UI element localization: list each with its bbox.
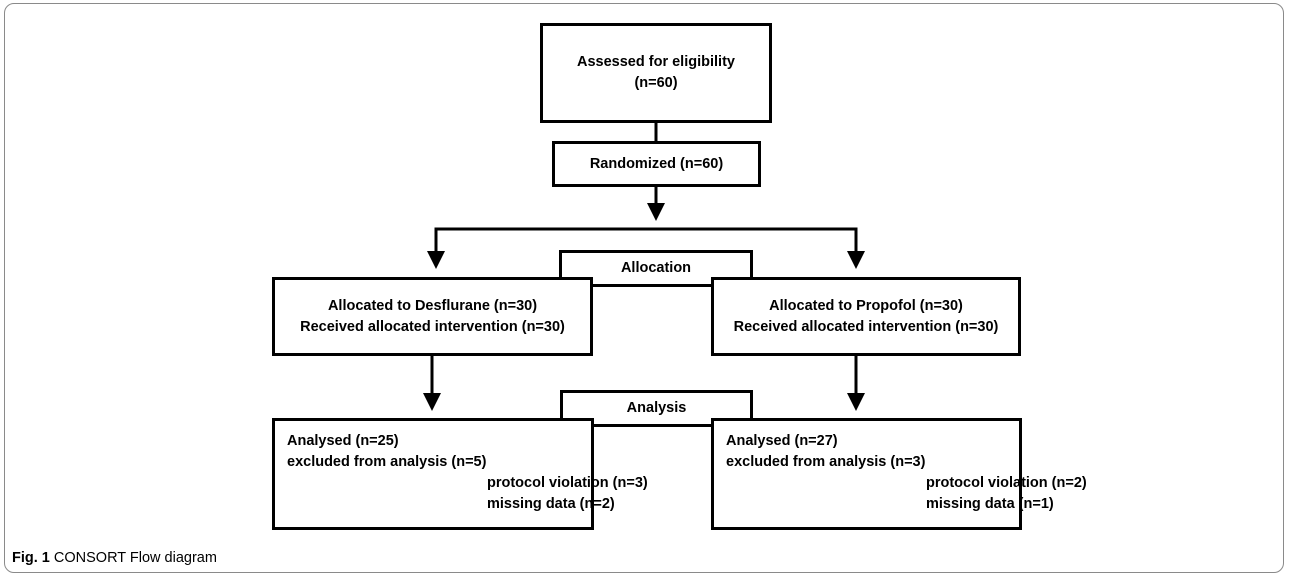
randomized-label: Randomized (n=60) bbox=[589, 155, 724, 172]
figure-caption: Fig. 1 CONSORT Flow diagram bbox=[12, 550, 217, 566]
right-excluded: excluded from analysis (n=3) bbox=[726, 454, 926, 470]
left-missing-data: missing data (n=2) bbox=[487, 496, 615, 512]
left-excluded: excluded from analysis (n=5) bbox=[287, 454, 487, 470]
analysis-label: Analysis bbox=[626, 400, 687, 416]
propofol-received: Received allocated intervention (n=30) bbox=[733, 318, 999, 335]
caption-text: CONSORT Flow diagram bbox=[53, 550, 217, 566]
assessed-box: Assessed for eligibility (n=60) bbox=[540, 23, 772, 123]
right-missing-data: missing data (n=1) bbox=[926, 496, 1054, 512]
analysis-right-box: Analysed (n=27) excluded from analysis (… bbox=[711, 418, 1087, 530]
caption-label: Fig. 1 bbox=[12, 550, 50, 566]
right-analysed: Analysed (n=27) bbox=[726, 433, 838, 449]
desflurane-received: Received allocated intervention (n=30) bbox=[300, 318, 565, 335]
assessed-label: Assessed for eligibility bbox=[577, 54, 735, 70]
connector-split-horizontal bbox=[434, 227, 858, 264]
left-analysed: Analysed (n=25) bbox=[287, 433, 399, 449]
desflurane-allocated: Allocated to Desflurane (n=30) bbox=[327, 297, 538, 314]
propofol-allocated: Allocated to Propofol (n=30) bbox=[769, 297, 963, 314]
randomized-box: Randomized (n=60) bbox=[552, 141, 761, 187]
right-protocol-violation: protocol violation (n=2) bbox=[926, 475, 1087, 491]
desflurane-box: Allocated to Desflurane (n=30) Received … bbox=[272, 277, 593, 356]
propofol-box: Allocated to Propofol (n=30) Received al… bbox=[711, 277, 1021, 356]
figure-frame bbox=[4, 3, 1284, 573]
assessed-count: (n=60) bbox=[634, 75, 678, 91]
analysis-box: Analysis bbox=[560, 390, 753, 427]
allocation-label: Allocation bbox=[620, 260, 692, 276]
analysis-left-box: Analysed (n=25) excluded from analysis (… bbox=[272, 418, 648, 530]
left-protocol-violation: protocol violation (n=3) bbox=[487, 475, 648, 491]
